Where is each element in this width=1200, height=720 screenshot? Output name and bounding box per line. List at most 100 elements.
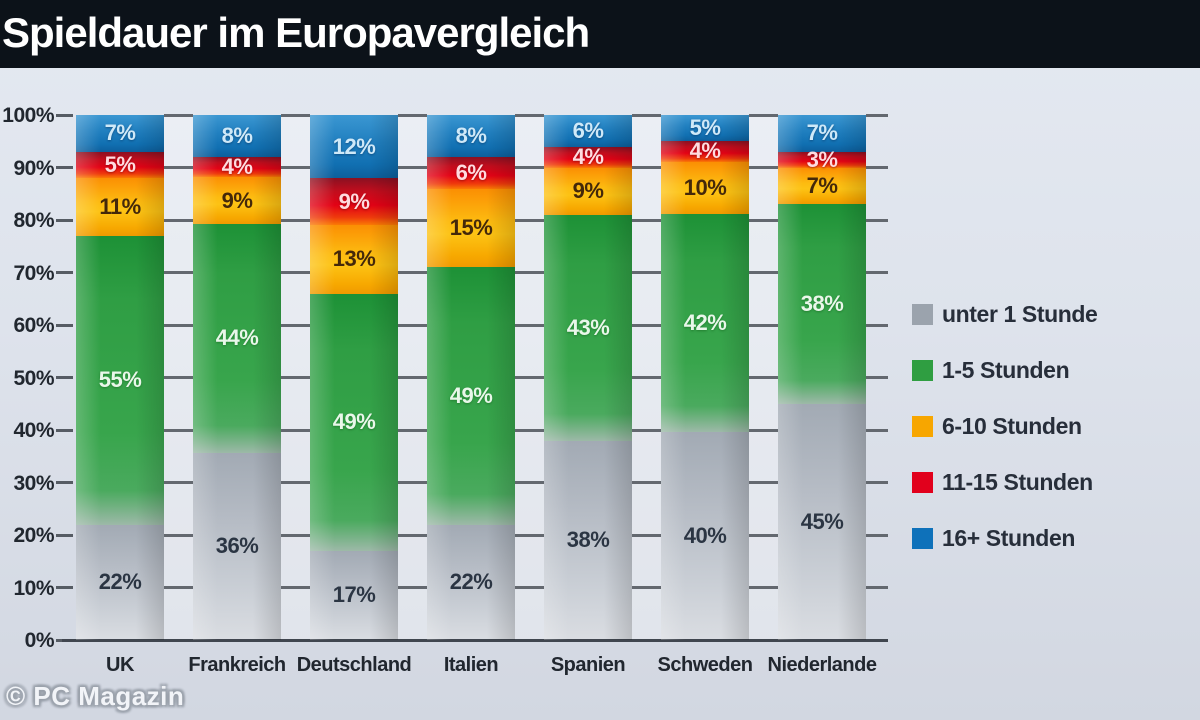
gridline — [281, 533, 310, 537]
segment-blue: 8% — [193, 115, 281, 157]
gridline — [164, 323, 193, 327]
bar-schweden: 5% 4% 10% 42% 40% — [661, 115, 749, 640]
gridline — [632, 376, 661, 379]
gridline — [749, 218, 778, 222]
segment-value-label: 12% — [332, 133, 376, 159]
gridline — [281, 481, 310, 484]
gridline — [164, 376, 193, 379]
segment-value-label: 5% — [689, 114, 721, 140]
segment-value-label: 17% — [332, 582, 376, 608]
segment-value-label: 42% — [683, 309, 727, 335]
gridline — [281, 586, 310, 589]
y-axis-tick — [56, 113, 73, 117]
segment-orange: 10% — [661, 161, 749, 214]
gridline — [632, 481, 661, 484]
segment-blue: 6% — [544, 115, 632, 147]
gridline — [866, 218, 888, 222]
gridline — [515, 586, 544, 589]
gridline — [866, 166, 888, 169]
y-axis-tick — [56, 376, 73, 379]
segment-value-label: 8% — [221, 122, 253, 148]
segment-value-label: 55% — [98, 367, 142, 393]
gridline — [164, 166, 193, 169]
gridline — [866, 376, 888, 379]
gridline — [164, 481, 193, 484]
copyright-watermark: © PC Magazin — [6, 681, 185, 711]
gridline — [281, 428, 310, 432]
x-axis-label: Italien — [443, 654, 499, 676]
segment-blue: 8% — [427, 115, 515, 157]
bar-italien: 8% 6% 15% 49% 22% — [427, 115, 515, 640]
segment-value-label: 44% — [215, 325, 259, 351]
gridline — [164, 428, 193, 432]
gridline — [749, 166, 778, 169]
gridline — [398, 481, 427, 484]
gridline — [164, 586, 193, 589]
gridline — [749, 113, 778, 117]
gridline — [164, 113, 193, 117]
chart-title: Spieldauer im Europavergleich — [2, 9, 590, 56]
segment-value-label: 13% — [332, 246, 376, 272]
gridline — [515, 428, 544, 432]
segment-orange: 11% — [76, 178, 164, 236]
segment-value-label: 22% — [98, 569, 142, 595]
y-axis-tick — [56, 323, 73, 327]
gridline — [398, 271, 427, 274]
gridline — [164, 271, 193, 274]
gridline — [515, 533, 544, 537]
y-axis-tick — [56, 586, 73, 589]
bar-uk: 7% 5% 11% 55% 22% — [76, 115, 164, 640]
segment-green: 42% — [661, 213, 749, 433]
segment-value-label: 15% — [449, 214, 493, 240]
segment-gray: 36% — [193, 452, 281, 640]
gridline — [749, 428, 778, 432]
y-axis-tick — [56, 533, 73, 537]
gridline — [398, 376, 427, 379]
x-axis-label: UK — [106, 654, 134, 676]
y-axis-label: 20% — [13, 524, 54, 547]
segment-value-label: 7% — [104, 120, 136, 146]
y-axis-label: 100% — [2, 104, 54, 127]
segment-orange: 13% — [310, 225, 398, 294]
segment-green: 43% — [544, 214, 632, 441]
gridline — [749, 376, 778, 379]
segment-orange: 7% — [778, 167, 866, 205]
gridline — [281, 113, 310, 117]
bar-spanien: 6% 4% 9% 43% 38% — [544, 115, 632, 640]
legend-swatch-gray — [912, 304, 933, 325]
legend-item-1-5h: 1-5 Stunden — [912, 357, 1097, 384]
bar-niederlande: 7% 3% 7% 38% 45% — [778, 115, 866, 640]
segment-value-label: 5% — [104, 151, 136, 177]
segment-value-label: 9% — [572, 178, 604, 204]
segment-gray: 38% — [544, 440, 632, 640]
y-axis-tick — [56, 271, 73, 274]
segment-blue: 7% — [778, 115, 866, 152]
legend-swatch-red — [912, 472, 933, 493]
segment-value-label: 9% — [221, 187, 253, 213]
y-axis-tick — [56, 481, 73, 484]
segment-red: 4% — [661, 140, 749, 162]
segment-green: 44% — [193, 224, 281, 453]
gridline — [632, 428, 661, 432]
segment-value-label: 36% — [215, 533, 259, 559]
x-axis-label: Frankreich — [188, 654, 286, 676]
gridline — [281, 218, 310, 222]
gridline — [866, 323, 888, 327]
segment-value-label: 3% — [806, 146, 838, 172]
segment-gray: 22% — [76, 524, 164, 640]
legend-item-16plus-h: 16+ Stunden — [912, 525, 1097, 552]
legend-label: 16+ Stunden — [942, 525, 1075, 551]
gridline — [632, 218, 661, 222]
gridline — [866, 533, 888, 537]
segment-red: 9% — [310, 178, 398, 226]
x-axis-label: Niederlande — [767, 654, 877, 676]
legend-item-6-10h: 6-10 Stunden — [912, 413, 1097, 440]
y-axis-label: 50% — [13, 366, 54, 390]
gridline — [398, 586, 427, 589]
segment-red: 4% — [544, 146, 632, 168]
legend-label: 1-5 Stunden — [942, 357, 1070, 383]
segment-gray: 17% — [310, 550, 398, 640]
segment-red: 4% — [193, 155, 281, 177]
gridline — [398, 533, 427, 537]
gridline — [398, 323, 427, 327]
